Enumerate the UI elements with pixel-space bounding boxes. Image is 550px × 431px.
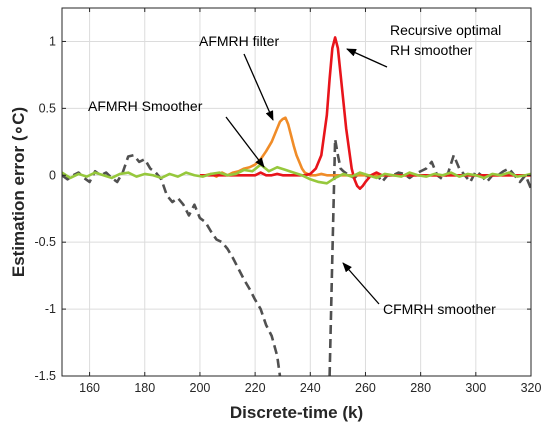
grid [62,8,532,377]
x-tick-label: 220 [245,381,266,395]
annotation-arrow [243,53,274,121]
x-tick-label: 180 [134,381,155,395]
annotation-arrow [346,48,388,68]
y-tick-label: -1 [45,302,56,316]
series-group [62,36,531,376]
plot-frame [61,7,532,377]
x-tick-label: 280 [410,381,431,395]
x-tick-label: 320 [521,381,542,395]
x-tick-label: 200 [190,381,211,395]
annotation-recursive-label: RH smoother [390,42,473,58]
y-axis-title: Estimation error (∘C) [9,107,28,277]
annotation-cfmrh-label: CFMRH smoother [383,301,496,317]
x-tick-label: 300 [465,381,486,395]
y-tick-label: 0 [49,168,56,182]
y-tick-label: -0.5 [34,235,56,249]
y-tick-label: 1 [49,34,56,48]
annotation-arrow [342,262,380,305]
axis-ticks: 160 180 200 220 240 260 280 300 320 -1.5 -1 -0.5 0 0.… [34,8,541,395]
y-tick-label: -1.5 [34,369,56,383]
annotation-arrow [225,116,265,168]
series-line-afmrh-smoother [62,163,531,185]
annotation-recursive-label: Recursive optimal [390,22,501,38]
annotations: AFMRH filter AFMRH Smoother Recursive opti… [88,22,501,317]
y-tick-label: 0.5 [39,101,56,115]
x-tick-label: 240 [300,381,321,395]
x-tick-label: 260 [355,381,376,395]
series-line-recursive [199,36,531,190]
x-tick-label: 160 [79,381,100,395]
annotation-afmrh-smoother-label: AFMRH Smoother [88,98,203,114]
annotation-afmrh-filter-label: AFMRH filter [199,33,279,49]
series-line-afmrh-filter [199,116,531,178]
x-axis-title: Discrete-time (k) [230,403,363,422]
